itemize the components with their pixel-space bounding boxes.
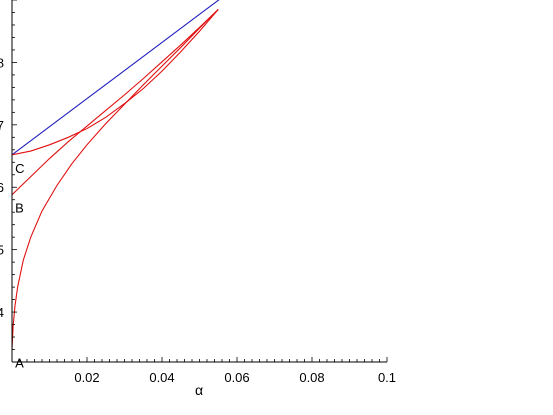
series-line-4: [12, 8, 219, 350]
y-tick-label: 4: [0, 305, 4, 320]
axes: 0.02 0.04 0.06 0.08 0.1 4 5 6 7 8: [0, 0, 396, 385]
y-tick-label: 6: [0, 180, 4, 195]
point-label-b: B: [15, 201, 24, 216]
y-tick-label: 8: [0, 55, 4, 70]
x-axis-label: α: [195, 382, 203, 398]
x-tick-label: 0.08: [299, 370, 324, 385]
point-label-c: C: [15, 161, 24, 176]
x-tick-label: 0.04: [149, 370, 174, 385]
series-line-2: [12, 8, 219, 196]
x-tick-label: 0.06: [224, 370, 249, 385]
x-tick-label: 0.02: [74, 370, 99, 385]
y-tick-label: 5: [0, 243, 4, 258]
x-tick-label: 0.1: [378, 370, 396, 385]
series-line-3: [12, 9, 219, 156]
annotations: A B C: [15, 161, 24, 371]
point-label-a: A: [15, 356, 24, 371]
y-tick-label: 7: [0, 118, 4, 133]
series-lines: [12, 0, 220, 350]
series-line-1: [12, 0, 220, 156]
